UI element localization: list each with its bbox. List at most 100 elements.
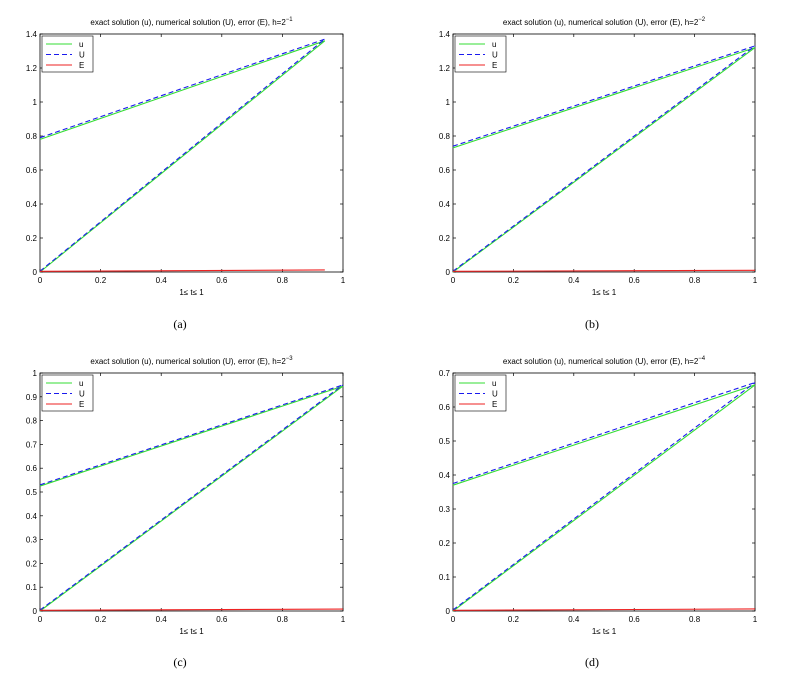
x-tick-label: 0.8 — [689, 615, 701, 624]
axes-frame — [452, 33, 756, 273]
panel-caption: (c) — [173, 655, 186, 669]
y-tick-label: 1 — [33, 98, 38, 107]
legend-label-E: E — [492, 61, 497, 70]
x-tick-label: 0.8 — [277, 276, 289, 285]
series-line-u — [452, 47, 756, 149]
chart-title: exact solution (u), numerical solution (… — [90, 17, 293, 27]
y-tick-label: 0.9 — [26, 393, 38, 402]
series-line-U — [452, 45, 756, 147]
title-exponent: −1 — [286, 17, 294, 23]
y-tick-label: 0.2 — [439, 539, 451, 548]
y-tick-label: 0.5 — [439, 437, 451, 446]
legend-label-U: U — [79, 51, 85, 60]
panel-caption: (d) — [585, 655, 599, 669]
y-tick-label: 0.7 — [26, 440, 38, 449]
series-line-U — [452, 45, 756, 272]
x-tick-label: 0.6 — [629, 276, 641, 285]
y-tick-label: 0 — [446, 607, 451, 616]
series-line-U — [39, 38, 325, 139]
series-line-u — [39, 40, 325, 140]
series-line-U — [452, 382, 756, 611]
x-tick-label: 0.6 — [216, 615, 228, 624]
y-tick-label: 1.4 — [26, 30, 38, 39]
x-tick-label: 0.4 — [156, 276, 168, 285]
axes-frame — [452, 372, 756, 612]
y-tick-label: 0.8 — [26, 417, 38, 426]
title-exponent: −3 — [286, 356, 294, 362]
chart-title: exact solution (u), numerical solution (… — [503, 17, 706, 27]
series-line-u — [39, 40, 326, 273]
series-line-U — [39, 38, 326, 272]
x-axis-label: 1≤ t≤ 1 — [179, 288, 204, 297]
y-tick-label: 1.4 — [439, 30, 451, 39]
series-line-u — [452, 384, 756, 486]
y-tick-label: 0.3 — [439, 505, 451, 514]
y-tick-label: 0.8 — [26, 132, 38, 141]
series-line-E — [39, 269, 325, 272]
y-tick-label: 0.2 — [439, 234, 451, 243]
x-axis-label: 1≤ t≤ 1 — [179, 627, 204, 636]
x-tick-label: 0.8 — [689, 276, 701, 285]
series-line-U — [39, 384, 344, 611]
y-tick-label: 0.7 — [439, 369, 451, 378]
y-tick-label: 0.4 — [26, 512, 38, 521]
legend-label-E: E — [79, 400, 84, 409]
chart-title: exact solution (u), numerical solution (… — [503, 356, 706, 366]
x-tick-label: 0 — [38, 615, 43, 624]
x-tick-label: 1 — [341, 276, 346, 285]
x-axis-label: 1≤ t≤ 1 — [592, 288, 617, 297]
y-tick-label: 0.8 — [439, 132, 451, 141]
series-line-E — [39, 608, 344, 611]
legend-label-u: u — [492, 379, 496, 388]
y-tick-label: 0 — [33, 607, 38, 616]
legend-label-E: E — [492, 400, 497, 409]
y-tick-label: 0 — [446, 268, 451, 277]
x-tick-label: 0.8 — [277, 615, 289, 624]
title-exponent: −2 — [698, 17, 706, 23]
series-line-U — [39, 384, 344, 486]
y-tick-label: 0.2 — [26, 559, 38, 568]
series-line-U — [452, 381, 756, 485]
series-line-u — [452, 384, 756, 612]
series-line-u — [39, 385, 344, 487]
legend-label-U: U — [492, 390, 498, 399]
chart-panel-3: exact solution (u), numerical solution (… — [26, 356, 346, 669]
x-tick-label: 0.2 — [508, 615, 520, 624]
series-line-u — [452, 47, 756, 273]
x-tick-label: 0.6 — [629, 615, 641, 624]
x-tick-label: 0.4 — [156, 615, 168, 624]
x-tick-label: 0 — [451, 276, 456, 285]
chart-panel-1: exact solution (u), numerical solution (… — [26, 17, 346, 331]
panel-caption: (b) — [585, 317, 599, 331]
chart-panel-2: exact solution (u), numerical solution (… — [439, 17, 758, 331]
x-tick-label: 0 — [38, 276, 43, 285]
y-tick-label: 0.6 — [439, 403, 451, 412]
x-tick-label: 0.2 — [95, 615, 107, 624]
y-tick-label: 0.1 — [439, 573, 451, 582]
legend-label-U: U — [492, 51, 498, 60]
y-tick-label: 0.6 — [439, 166, 451, 175]
y-tick-label: 0.6 — [26, 166, 38, 175]
y-tick-label: 1.2 — [26, 64, 38, 73]
series-line-E — [452, 269, 756, 272]
y-tick-label: 0 — [33, 268, 38, 277]
x-tick-label: 0.6 — [216, 276, 228, 285]
legend-box — [454, 35, 507, 73]
x-tick-label: 1 — [753, 615, 758, 624]
axes-frame — [39, 33, 344, 273]
y-tick-label: 0.5 — [26, 488, 38, 497]
legend-label-u: u — [79, 40, 83, 49]
x-tick-label: 1 — [341, 615, 346, 624]
x-tick-label: 1 — [753, 276, 758, 285]
chart-panel-4: exact solution (u), numerical solution (… — [439, 356, 758, 669]
x-tick-label: 0.4 — [568, 276, 580, 285]
legend-label-U: U — [79, 390, 85, 399]
y-tick-label: 0.4 — [26, 200, 38, 209]
x-tick-label: 0.2 — [95, 276, 107, 285]
y-tick-label: 0.2 — [26, 234, 38, 243]
y-tick-label: 1 — [446, 98, 451, 107]
y-tick-label: 0.1 — [26, 583, 38, 592]
y-tick-label: 1 — [33, 369, 38, 378]
y-tick-label: 0.6 — [26, 464, 38, 473]
